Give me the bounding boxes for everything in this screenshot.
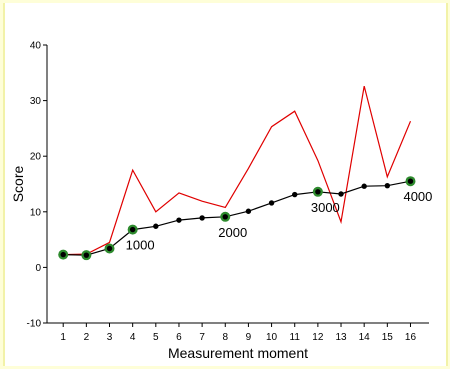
series-2-point	[60, 251, 66, 258]
x-tick-label: 2	[84, 332, 90, 343]
series-2-point	[106, 245, 113, 252]
series-2-point	[222, 214, 228, 220]
x-tick-label: 15	[382, 332, 394, 343]
x-tick-label: 7	[199, 332, 205, 343]
series-2-point	[315, 189, 321, 195]
series-layer	[58, 85, 416, 261]
x-tick-label: 12	[312, 332, 324, 343]
annotation-layer: 1000 2000 3000 4000	[126, 189, 433, 252]
y-axis-ticks: -10 0 10 20 30 40	[27, 41, 47, 330]
series-2-line	[63, 180, 411, 256]
y-tick-label: 0	[35, 263, 41, 274]
series-2-point	[292, 191, 298, 198]
x-tick-label: 4	[130, 332, 136, 343]
annotation-label: 3000	[311, 200, 340, 215]
x-tick-label: 14	[359, 332, 371, 343]
series-2-point	[407, 178, 414, 184]
series-2	[58, 176, 416, 261]
x-tick-label: 10	[266, 332, 278, 343]
x-axis-title: Measurement moment	[168, 345, 308, 361]
series-1	[63, 85, 412, 256]
series-2-point	[338, 191, 344, 197]
series-2-point	[268, 200, 275, 206]
series-2-point	[199, 215, 205, 221]
series-2-point	[361, 183, 367, 189]
series-2-point	[176, 217, 182, 223]
y-tick-label: 10	[30, 207, 42, 218]
x-axis-ticks: 1 2 3 4 5 6 7 8 9 10 11 12 13 14 15 16	[60, 323, 416, 343]
x-tick-label: 1	[60, 332, 66, 343]
x-tick-label: 3	[107, 332, 113, 343]
x-tick-label: 11	[290, 332, 301, 343]
series-2-point	[245, 208, 252, 214]
chart-panel: -10 0 10 20 30 40 1 2 3 4 5 6 7 8 9 10 11 12 13 14 15 16 100…	[3, 3, 448, 366]
annotation-label: 4000	[403, 189, 432, 204]
x-tick-label: 9	[246, 332, 252, 343]
x-tick-label: 16	[405, 332, 417, 343]
x-tick-label: 6	[176, 332, 182, 343]
y-axis-title: Score	[10, 166, 26, 203]
series-2-point	[83, 252, 90, 258]
x-tick-label: 13	[335, 332, 347, 343]
y-tick-label: 20	[30, 152, 42, 163]
series-2-point	[384, 182, 391, 189]
y-tick-label: 40	[30, 41, 42, 52]
x-tick-label: 8	[222, 332, 228, 343]
y-tick-label: 30	[30, 96, 42, 107]
x-tick-label: 5	[153, 332, 159, 343]
series-1-line	[63, 85, 412, 256]
series-2-point	[153, 223, 159, 229]
annotation-label: 1000	[126, 238, 155, 253]
series-2-point	[129, 226, 136, 233]
annotation-label: 2000	[218, 225, 247, 240]
y-tick-label: -10	[27, 319, 42, 330]
